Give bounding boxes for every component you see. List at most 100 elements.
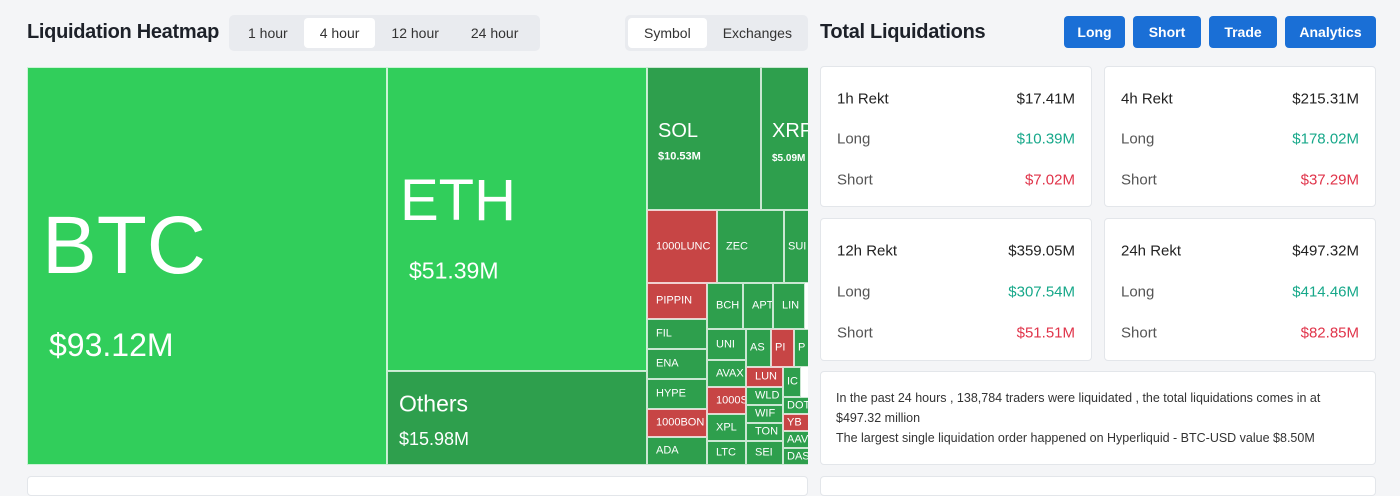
treemap-tile[interactable]: UNI: [707, 329, 746, 360]
row-label: Long: [837, 283, 871, 301]
tile-value: $5.09M: [772, 153, 806, 164]
treemap-tile[interactable]: APT: [743, 283, 773, 329]
treemap-tile[interactable]: TON: [746, 423, 783, 441]
treemap-tile[interactable]: DOT: [783, 397, 808, 414]
tile-label: PI: [775, 341, 786, 354]
treemap-tile[interactable]: ETH $51.39M: [387, 67, 647, 371]
treemap-tile[interactable]: XRP $5.09M: [761, 67, 808, 210]
card-title: 4h Rekt: [1121, 90, 1173, 108]
row-value: $51.51M: [1016, 324, 1075, 342]
treemap-tile[interactable]: YB: [783, 414, 808, 431]
time-tab[interactable]: 12 hour: [391, 25, 439, 41]
message-line: The largest single liquidation order hap…: [836, 431, 1315, 445]
row-label: Long: [1121, 130, 1155, 148]
action-button[interactable]: Short: [1133, 16, 1201, 48]
treemap-tile[interactable]: BCH: [707, 283, 743, 329]
treemap-tile[interactable]: IC: [783, 367, 801, 397]
row-label: Short: [1121, 171, 1157, 189]
card-title: 1h Rekt: [837, 90, 889, 108]
tile-label: BTC: [42, 200, 206, 291]
treemap-tile[interactable]: FIL: [647, 319, 707, 349]
treemap-tile[interactable]: Others $15.98M: [387, 371, 647, 465]
card-row: Long $10.39M: [837, 131, 1075, 148]
tile-label: AAV: [787, 433, 808, 445]
treemap-tile[interactable]: BTC $93.12M: [27, 67, 387, 465]
tile-label: AS: [750, 341, 765, 354]
card-header: 1h Rekt $17.41M: [837, 91, 1075, 108]
action-button[interactable]: Trade: [1209, 16, 1277, 48]
action-button[interactable]: Long: [1064, 16, 1125, 48]
treemap-tile[interactable]: ENA: [647, 349, 707, 379]
row-value: $307.54M: [1008, 283, 1075, 301]
tile-value: $15.98M: [399, 429, 470, 449]
time-tab[interactable]: 1 hour: [248, 25, 288, 41]
treemap-tile[interactable]: LTC: [707, 441, 746, 465]
row-value: $10.39M: [1016, 130, 1075, 148]
tile-label: ETH: [400, 168, 516, 233]
tile-label: SUI: [788, 240, 807, 252]
treemap-tile[interactable]: XPL: [707, 414, 746, 441]
tile-label: ENA: [656, 357, 679, 370]
tile-label: LTC: [716, 446, 736, 459]
summary-title: Total Liquidations: [820, 21, 986, 43]
tile-label: P: [798, 341, 806, 354]
tile-label: HYPE: [656, 387, 686, 400]
treemap-tile[interactable]: AS: [746, 329, 771, 367]
row-value: $7.02M: [1024, 171, 1075, 189]
tile-value: $10.53M: [658, 150, 701, 163]
card-row: Short $51.51M: [837, 325, 1075, 342]
treemap-tile[interactable]: SOL $10.53M: [647, 67, 761, 210]
tile-label: 1000BON: [656, 416, 705, 429]
page: {"header": {"title": "Liquidation Heatma…: [27, 15, 1376, 496]
panel-edge: [27, 476, 808, 496]
tile-label: ZEC: [726, 240, 748, 252]
tile-label: DAS: [787, 450, 808, 462]
tile-label: DOT: [787, 399, 808, 411]
time-tab[interactable]: 4 hour: [303, 18, 376, 48]
treemap-tile[interactable]: PI: [771, 329, 794, 367]
tile-label: ADA: [656, 444, 679, 457]
card-row: Short $37.29M: [1121, 172, 1359, 189]
treemap-tile[interactable]: ZEC: [717, 210, 784, 283]
tile-value: $93.12M: [49, 327, 174, 363]
treemap-tile[interactable]: AVAX: [707, 360, 746, 387]
card-title: 12h Rekt: [837, 242, 898, 260]
summary-message: In the past 24 hours , 138,784 traders w…: [820, 371, 1376, 465]
treemap-tile[interactable]: 1000BON: [647, 409, 707, 437]
treemap-tile[interactable]: WLD: [746, 387, 783, 405]
tile-label: IC: [787, 375, 798, 388]
view-tab[interactable]: Exchanges: [722, 25, 792, 41]
treemap-tile[interactable]: SUI: [784, 210, 808, 283]
card-row: Long $178.02M: [1121, 131, 1359, 148]
treemap-tile[interactable]: ADA: [647, 437, 707, 465]
action-button[interactable]: Analytics: [1285, 16, 1376, 48]
tile-label: PIPPIN: [656, 294, 693, 307]
treemap-tile[interactable]: HYPE: [647, 379, 707, 409]
time-tab[interactable]: 24 hour: [470, 25, 519, 41]
panel-edge: [820, 476, 1376, 496]
treemap-tile[interactable]: SEI: [746, 441, 783, 465]
tile-label: LUN: [755, 370, 778, 383]
tile-label: WLD: [755, 389, 780, 402]
treemap-tile[interactable]: 1000LUNC: [647, 210, 717, 283]
stat-card: 4h Rekt $215.31M Long $178.02M Short $37.29M: [1104, 66, 1376, 207]
tile-label: LIN: [782, 299, 800, 312]
card-title: 24h Rekt: [1121, 242, 1182, 260]
card-header: 24h Rekt $497.32M: [1121, 243, 1359, 260]
stat-card: 1h Rekt $17.41M Long $10.39M Short $7.02M: [820, 66, 1092, 207]
tile-label: XPL: [716, 421, 737, 433]
treemap-tile[interactable]: LIN: [773, 283, 805, 329]
tile-label: XRP: [772, 120, 808, 142]
treemap-tile[interactable]: P: [794, 329, 808, 367]
stat-card: 24h Rekt $497.32M Long $414.46M Short $82.85M: [1104, 218, 1376, 361]
treemap-tile[interactable]: 1000S: [707, 387, 746, 414]
treemap-tile[interactable]: DAS: [783, 448, 808, 465]
card-row: Long $414.46M: [1121, 284, 1359, 301]
tile-label: SEI: [755, 446, 773, 459]
treemap-tile[interactable]: WIF: [746, 405, 783, 423]
treemap-tile[interactable]: LUN: [746, 367, 783, 387]
view-tab[interactable]: Symbol: [628, 18, 707, 48]
treemap-tile[interactable]: AAV: [783, 431, 808, 448]
card-total: $215.31M: [1292, 90, 1359, 108]
treemap-tile[interactable]: PIPPIN: [647, 283, 707, 319]
